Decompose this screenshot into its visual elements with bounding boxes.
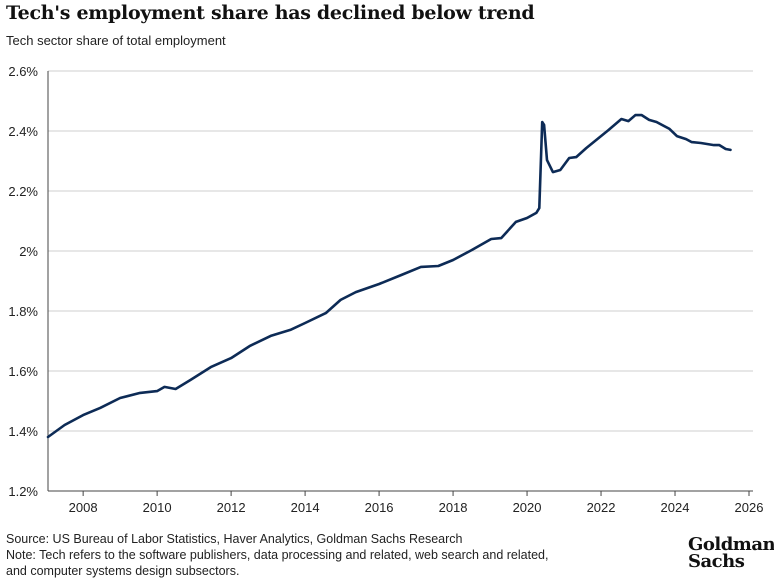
x-tick-label: 2026 bbox=[735, 500, 764, 515]
x-tick-label: 2016 bbox=[365, 500, 394, 515]
y-tick-label: 1.4% bbox=[8, 424, 38, 439]
y-tick-label: 2.6% bbox=[8, 64, 38, 79]
x-tick-label: 2012 bbox=[217, 500, 246, 515]
x-tick-label: 2008 bbox=[69, 500, 98, 515]
chart-subtitle: Tech sector share of total employment bbox=[6, 33, 226, 48]
x-tick-label: 2022 bbox=[587, 500, 616, 515]
definition-note: Note: Tech refers to the software publis… bbox=[6, 548, 549, 578]
y-tick-label: 2% bbox=[19, 244, 38, 259]
x-tick-label: 2018 bbox=[439, 500, 468, 515]
chart-title: Tech's employment share has declined bel… bbox=[6, 2, 535, 24]
series-line bbox=[46, 113, 732, 439]
x-tick-label: 2014 bbox=[291, 500, 320, 515]
x-tick-label: 2010 bbox=[143, 500, 172, 515]
logo-line-2: Sachs bbox=[688, 551, 745, 572]
y-tick-label: 2.2% bbox=[8, 184, 38, 199]
y-tick-label: 1.8% bbox=[8, 304, 38, 319]
x-tick-label: 2024 bbox=[661, 500, 690, 515]
logo-line-1: Goldman bbox=[688, 534, 774, 555]
x-tick-label: 2020 bbox=[513, 500, 542, 515]
footer: Source: US Bureau of Labor Statistics, H… bbox=[6, 531, 566, 579]
goldman-sachs-logo: Goldman Sachs bbox=[688, 534, 774, 572]
y-tick-label: 1.6% bbox=[8, 364, 38, 379]
y-tick-label: 1.2% bbox=[8, 484, 38, 499]
y-tick-label: 2.4% bbox=[8, 124, 38, 139]
source-note: Source: US Bureau of Labor Statistics, H… bbox=[6, 532, 463, 546]
